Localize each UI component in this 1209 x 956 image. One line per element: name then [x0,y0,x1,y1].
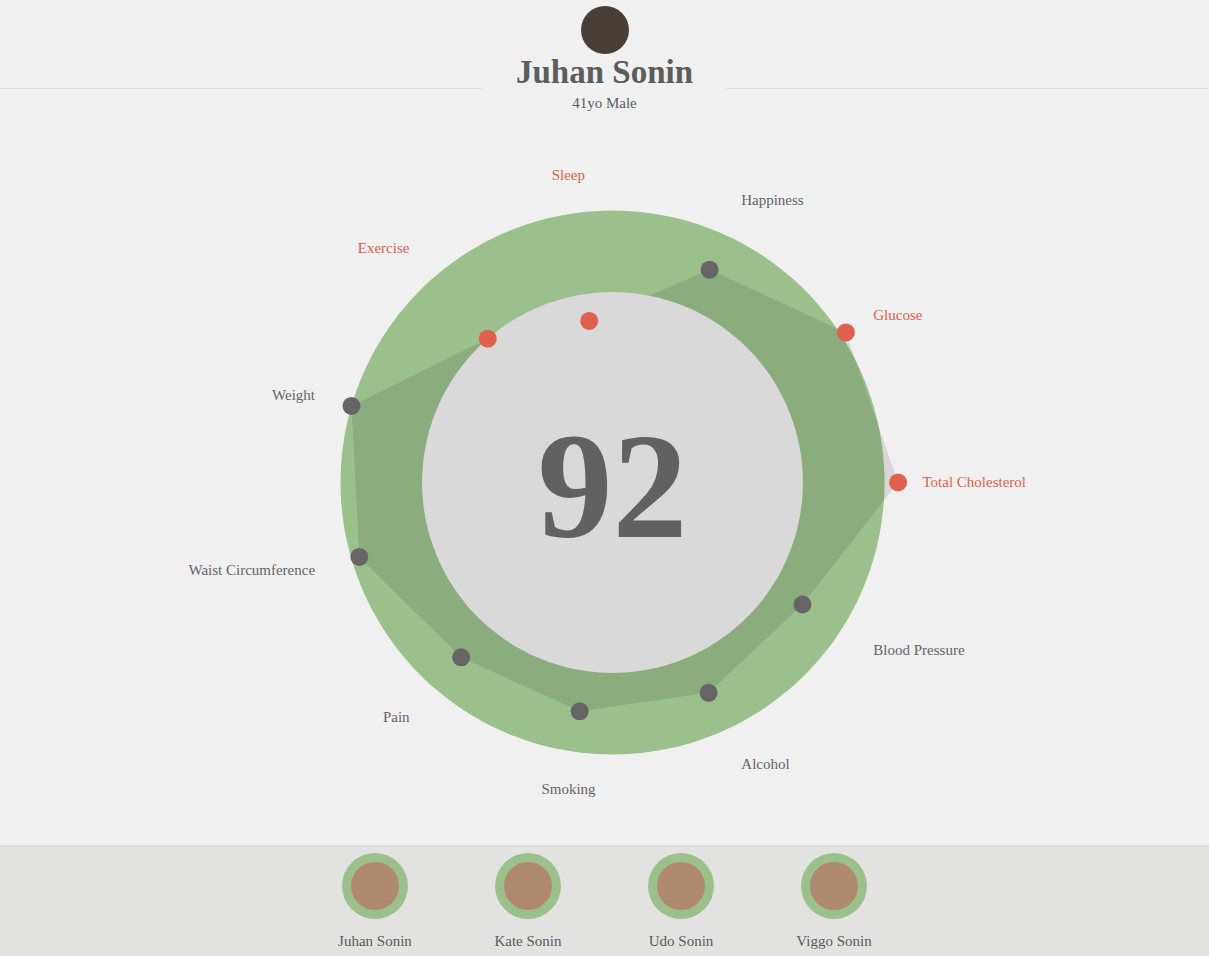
html-text:Juhan Sonin: Juhan Sonin [338,933,412,949]
svg-text:Pain: Pain [383,709,410,725]
svg-text:Total Cholesterol: Total Cholesterol [923,474,1027,490]
svg-text:Glucose: Glucose [873,307,922,323]
svg-text:Happiness: Happiness [741,192,804,208]
html-text:Viggo Sonin: Viggo Sonin [796,933,872,949]
svg-text:Smoking: Smoking [541,781,596,797]
svg-text:92: 92 [538,403,688,569]
html-text:Udo Sonin: Udo Sonin [648,933,714,949]
html-text:Juhan Sonin: Juhan Sonin [516,54,693,90]
svg-text:Alcohol: Alcohol [741,756,789,772]
svg-text:Weight: Weight [272,387,316,403]
svg-text:Blood Pressure: Blood Pressure [873,642,965,658]
svg-text:Sleep: Sleep [552,167,585,183]
html-text:Kate Sonin: Kate Sonin [494,933,562,949]
svg-text:Exercise: Exercise [358,240,410,256]
html-text:41yo Male: 41yo Male [572,95,637,111]
svg-text:Waist Circumference: Waist Circumference [188,562,315,578]
